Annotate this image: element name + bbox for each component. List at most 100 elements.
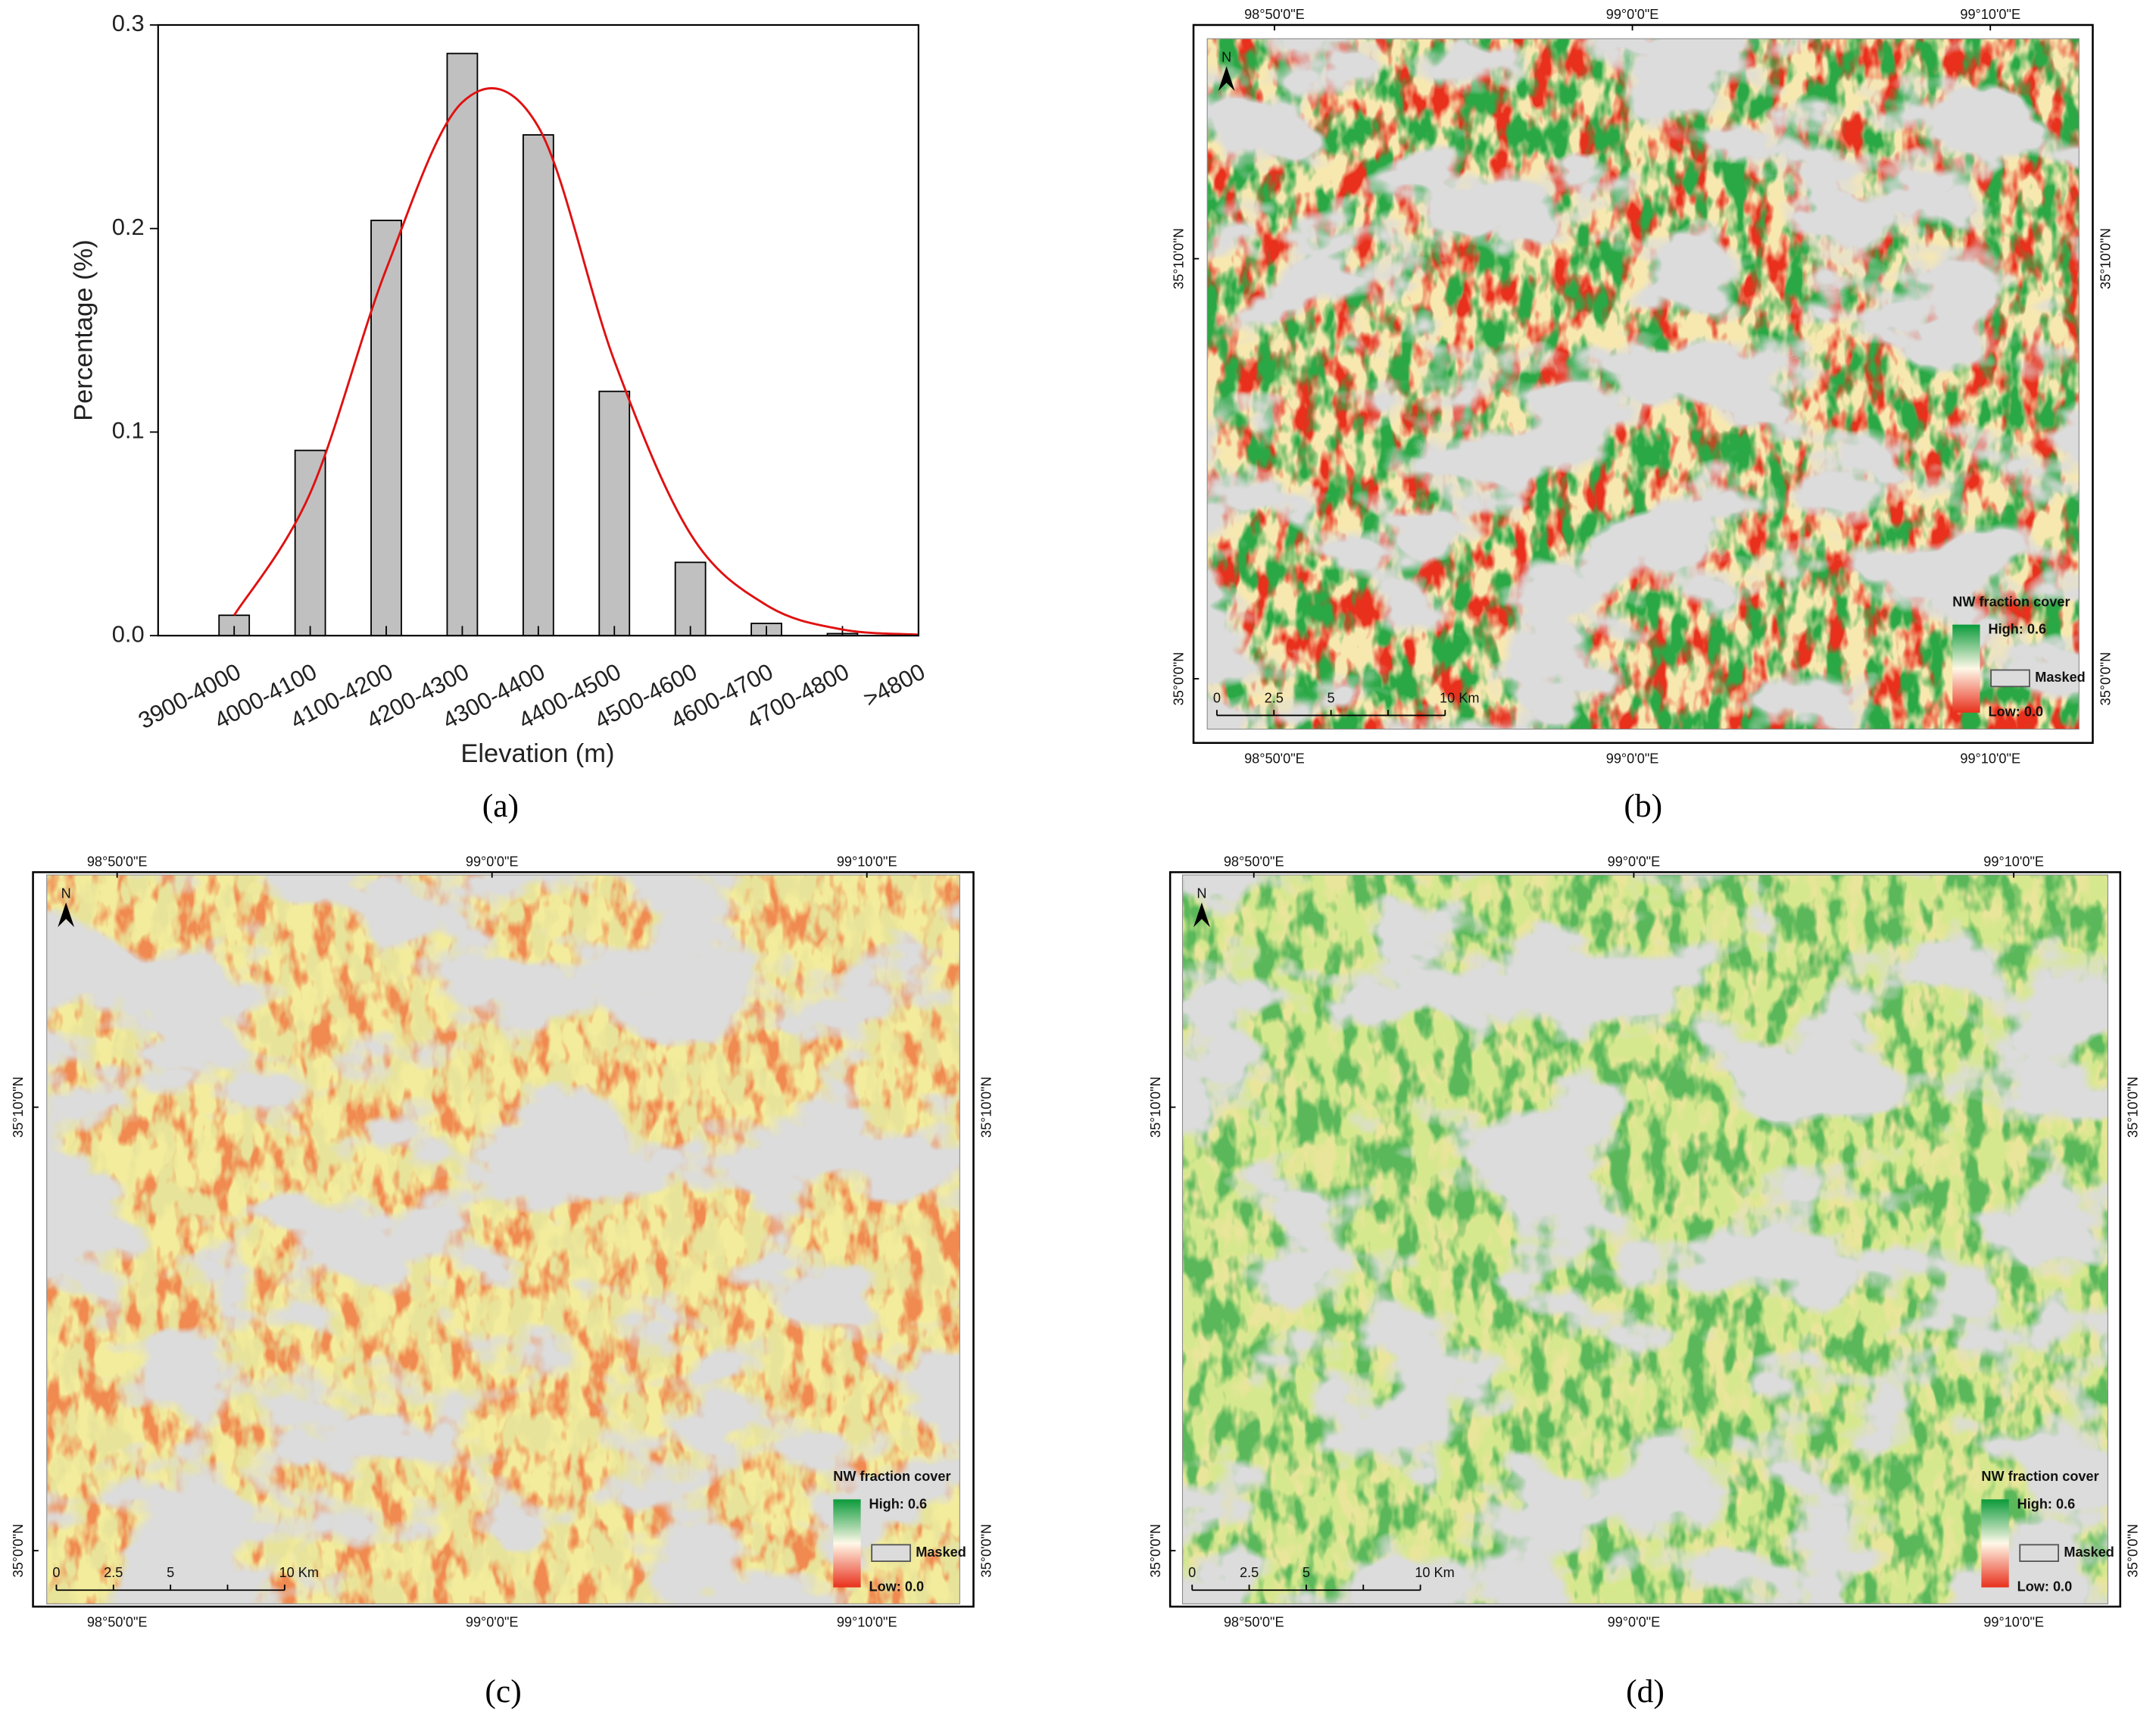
bar (598, 390, 631, 637)
legend-title: NW fraction cover (1952, 594, 2070, 609)
y-tick-label: 0.3 (112, 10, 145, 36)
scale-label: 5 (1328, 690, 1335, 705)
scale-label: 2.5 (1240, 1565, 1259, 1580)
x-tick-label: >4800 (859, 658, 929, 713)
map-frame (1192, 23, 2094, 745)
caption: (b) (1624, 788, 1662, 824)
lon-label-top: 99°10'0"E (837, 854, 897, 870)
legend-low: Low: 0.0 (2017, 1579, 2073, 1594)
caption: (c) (485, 1673, 521, 1710)
bar (674, 561, 707, 637)
map-layer (1207, 39, 2080, 729)
lon-label-top: 99°10'0"E (1960, 7, 2020, 22)
map-layer (46, 875, 960, 1604)
x-axis-title: Elevation (m) (460, 739, 614, 768)
y-tick-label: 0.1 (112, 417, 145, 444)
lat-label-left: 35°0'0"N (11, 1524, 26, 1578)
lon-label-bottom: 98°50'0"E (87, 1615, 148, 1630)
lon-label-bottom: 99°10'0"E (837, 1615, 897, 1630)
legend-low: Low: 0.0 (1988, 704, 2043, 720)
map-frame (1168, 871, 2122, 1608)
lon-label-top: 98°50'0"E (1224, 854, 1284, 870)
lon-label-bottom: 98°50'0"E (1224, 1615, 1284, 1630)
lat-label-left: 35°10'0"N (11, 1076, 26, 1138)
legend-ramp (1952, 624, 1980, 713)
scale-label: 2.5 (1265, 690, 1284, 705)
north-label: N (1222, 49, 1231, 64)
legend-masked: Masked (2064, 1545, 2114, 1560)
veg-tone (46, 875, 960, 1604)
y-tick-label: 0.0 (112, 620, 145, 647)
legend-high: High: 0.6 (1988, 622, 2046, 637)
lon-label-bottom: 99°0'0"E (1606, 751, 1659, 766)
legend-high: High: 0.6 (869, 1496, 928, 1511)
legend-masked: Masked (2035, 670, 2086, 685)
lon-label-top: 99°0'0"E (1608, 854, 1661, 870)
map-border (1181, 874, 2108, 1604)
vegetation (1207, 39, 2080, 729)
north-label: N (1197, 885, 1206, 901)
lat-label-left: 35°0'0"N (1172, 652, 1187, 706)
caption: (a) (482, 788, 519, 824)
lat-label-right: 35°0'0"N (978, 1524, 994, 1578)
north-arrow (58, 902, 75, 928)
scale-label: 0 (52, 1565, 60, 1580)
caption: (d) (1626, 1673, 1665, 1710)
lon-label-bottom: 99°10'0"E (1960, 751, 2020, 766)
scale-label: 5 (167, 1565, 174, 1580)
legend-masked: Masked (916, 1545, 966, 1560)
lat-label-right: 35°10'0"N (2126, 1076, 2141, 1138)
bar (370, 220, 402, 637)
map-border (46, 874, 960, 1604)
map-frame (32, 871, 975, 1608)
lon-label-bottom: 99°0'0"E (1608, 1615, 1661, 1630)
lon-label-top: 99°0'0"E (466, 854, 519, 870)
lon-label-top: 99°0'0"E (1606, 7, 1659, 22)
bar (522, 134, 554, 637)
lat-label-right: 35°10'0"N (2098, 228, 2113, 289)
lon-label-top: 99°10'0"E (1983, 854, 2044, 870)
lon-label-bottom: 99°0'0"E (466, 1615, 519, 1630)
north-label: N (61, 885, 71, 901)
map-border (1206, 38, 2080, 730)
bar (446, 52, 479, 637)
map-layer (1182, 875, 2108, 1604)
legend-ramp (1981, 1499, 2009, 1588)
vegetation (1182, 875, 2108, 1604)
lat-label-right: 35°10'0"N (978, 1076, 994, 1138)
lon-label-top: 98°50'0"E (1244, 7, 1305, 22)
lon-label-top: 98°50'0"E (87, 854, 148, 870)
bar (294, 449, 326, 637)
north-arrow (1193, 902, 1210, 928)
scale-label: 10 Km (1415, 1565, 1454, 1580)
lat-label-left: 35°10'0"N (1148, 1076, 1163, 1138)
scale-label: 10 Km (1440, 690, 1479, 705)
scale-label: 0 (1188, 1565, 1196, 1580)
scale-label: 2.5 (104, 1565, 123, 1580)
scale-label: 10 Km (279, 1565, 319, 1580)
veg-tone (1182, 875, 2108, 1604)
legend-high: High: 0.6 (2017, 1496, 2076, 1511)
legend-title: NW fraction cover (833, 1469, 950, 1484)
north-arrow (1218, 66, 1235, 92)
legend-low: Low: 0.0 (869, 1579, 925, 1594)
vegetation (46, 875, 960, 1604)
scale-label: 0 (1213, 690, 1221, 705)
lat-label-right: 35°0'0"N (2126, 1524, 2141, 1578)
lat-label-left: 35°0'0"N (1148, 1524, 1163, 1578)
y-axis-title: Percentage (%) (70, 239, 98, 421)
lat-label-left: 35°10'0"N (1172, 228, 1187, 289)
plot-frame (157, 23, 919, 637)
lon-label-bottom: 98°50'0"E (1244, 751, 1305, 766)
lat-label-right: 35°0'0"N (2098, 652, 2113, 706)
scale-label: 5 (1303, 1565, 1310, 1580)
fit-curve (232, 87, 919, 636)
legend-masked-swatch (871, 1544, 911, 1563)
lon-label-bottom: 99°10'0"E (1983, 1615, 2044, 1630)
y-tick-label: 0.2 (112, 214, 145, 240)
veg-tone (1207, 39, 2080, 729)
legend-title: NW fraction cover (1981, 1469, 2098, 1484)
legend-masked-swatch (1990, 669, 2030, 688)
legend-ramp (833, 1499, 861, 1588)
